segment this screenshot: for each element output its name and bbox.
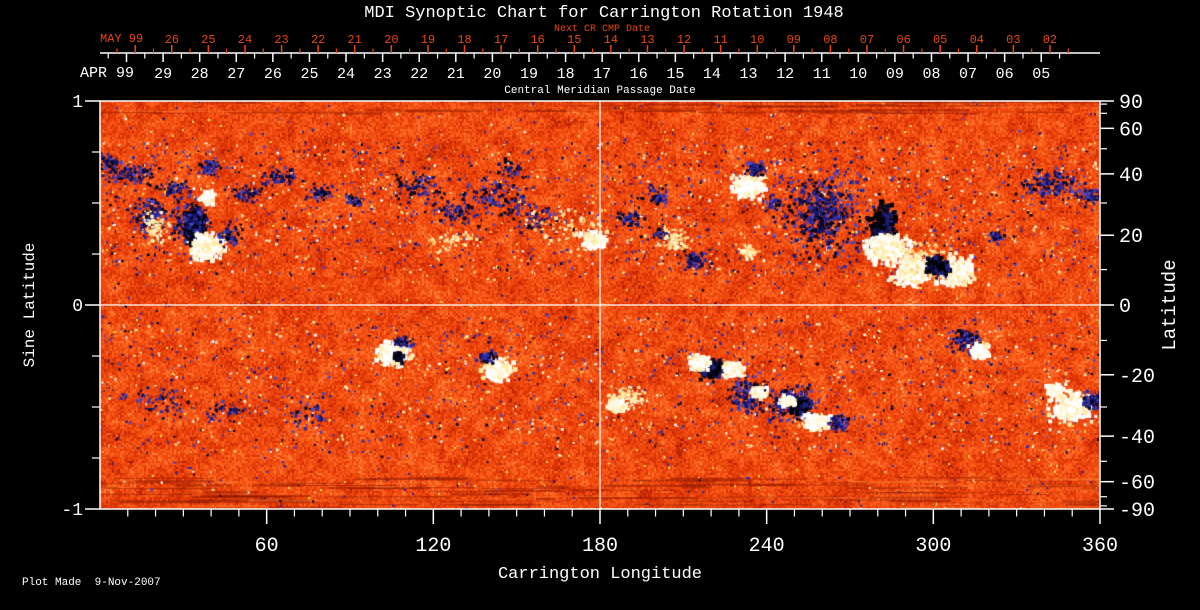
cmp-date-label: 13 <box>740 66 758 83</box>
cmp-date-label: 22 <box>410 66 428 83</box>
next-cr-date-label: 18 <box>457 33 471 47</box>
cmp-date-label: 23 <box>374 66 392 83</box>
next-cr-date-label: 15 <box>567 33 581 47</box>
next-cr-date-label: 07 <box>860 33 874 47</box>
sine-latitude-tick-label: 1 <box>72 93 83 113</box>
longitude-tick-label: 240 <box>749 535 785 558</box>
right-axis-title: Latitude <box>1159 259 1181 351</box>
longitude-tick-label: 120 <box>415 535 451 558</box>
next-cr-date-label: 05 <box>933 33 947 47</box>
longitude-tick-label: 180 <box>582 535 618 558</box>
longitude-tick-label: 360 <box>1082 535 1118 558</box>
longitude-tick-label: 300 <box>915 535 951 558</box>
cmp-date-label: 17 <box>593 66 611 83</box>
cmp-date-label: 10 <box>849 66 867 83</box>
next-cr-date-label: 26 <box>165 33 179 47</box>
cmp-date-label: 05 <box>1032 66 1050 83</box>
cmp-date-label: 07 <box>959 66 977 83</box>
cmp-date-label: 09 <box>886 66 904 83</box>
cmp-date-label: 18 <box>557 66 575 83</box>
next-cr-date-label: 10 <box>750 33 764 47</box>
sine-latitude-tick-label: 0 <box>72 297 83 317</box>
next-cr-date-label: 25 <box>201 33 215 47</box>
cmp-date-label: 27 <box>227 66 245 83</box>
latitude-tick-label: -90 <box>1119 500 1155 523</box>
page-title: MDI Synoptic Chart for Carrington Rotati… <box>364 4 844 23</box>
latitude-tick-label: 60 <box>1119 119 1143 142</box>
sine-latitude-tick-label: -1 <box>61 501 83 521</box>
cmp-date-label: 08 <box>922 66 940 83</box>
next-cr-date-label: 23 <box>274 33 288 47</box>
latitude-tick-label: 20 <box>1119 226 1143 249</box>
cmp-date-label: 16 <box>630 66 648 83</box>
cmp-date-label: 28 <box>191 66 209 83</box>
current-month-label: APR 99 <box>80 65 135 82</box>
cmp-date-label: 24 <box>337 66 355 83</box>
next-cr-date-label: 16 <box>530 33 544 47</box>
latitude-tick-label: -60 <box>1119 473 1155 496</box>
cmp-date-label: 20 <box>483 66 501 83</box>
cmp-date-label: 15 <box>666 66 684 83</box>
latitude-tick-label: 0 <box>1119 296 1131 319</box>
next-cr-date-label: 13 <box>640 33 654 47</box>
plot-made-timestamp: Plot Made 9-Nov-2007 <box>22 577 161 589</box>
next-cr-date-label: 04 <box>970 33 984 47</box>
cmp-date-label: 06 <box>996 66 1014 83</box>
next-cr-date-label: 09 <box>787 33 801 47</box>
next-cr-date-label: 14 <box>604 33 618 47</box>
cmp-date-label: 11 <box>813 66 831 83</box>
next-cr-date-label: 08 <box>823 33 837 47</box>
next-cr-date-label: 06 <box>896 33 910 47</box>
cmp-date-label: 26 <box>264 66 282 83</box>
cmp-date-label: 12 <box>776 66 794 83</box>
next-cr-date-label: 12 <box>677 33 691 47</box>
next-cr-date-label: 11 <box>713 33 727 47</box>
next-cr-date-label: 19 <box>421 33 435 47</box>
next-cr-date-label: 03 <box>1006 33 1020 47</box>
next-month-label: MAY 99 <box>100 32 144 46</box>
next-cr-date-label: 20 <box>384 33 398 47</box>
latitude-tick-label: -20 <box>1119 366 1155 389</box>
cmp-date-label: 29 <box>154 66 172 83</box>
left-axis-title: Sine Latitude <box>21 242 39 368</box>
magnetogram-canvas <box>100 101 1100 509</box>
cmp-date-label: 14 <box>703 66 721 83</box>
cmp-date-label: 21 <box>447 66 465 83</box>
latitude-tick-label: 90 <box>1119 92 1143 115</box>
cmp-axis-title: Central Meridian Passage Date <box>504 85 696 97</box>
next-cr-date-label: 22 <box>311 33 325 47</box>
bottom-axis-title: Carrington Longitude <box>497 565 703 584</box>
cmp-date-label: 19 <box>520 66 538 83</box>
cmp-date-label: 25 <box>300 66 318 83</box>
next-cr-date-label: 02 <box>1043 33 1057 47</box>
latitude-tick-label: 40 <box>1119 165 1143 188</box>
latitude-tick-label: -40 <box>1119 427 1155 450</box>
next-cr-date-label: 24 <box>238 33 252 47</box>
longitude-tick-label: 60 <box>255 535 279 558</box>
next-cr-date-label: 17 <box>494 33 508 47</box>
next-cr-date-label: 21 <box>348 33 362 47</box>
next-cr-cmp-date-label: Next CR CMP Date <box>553 24 651 35</box>
